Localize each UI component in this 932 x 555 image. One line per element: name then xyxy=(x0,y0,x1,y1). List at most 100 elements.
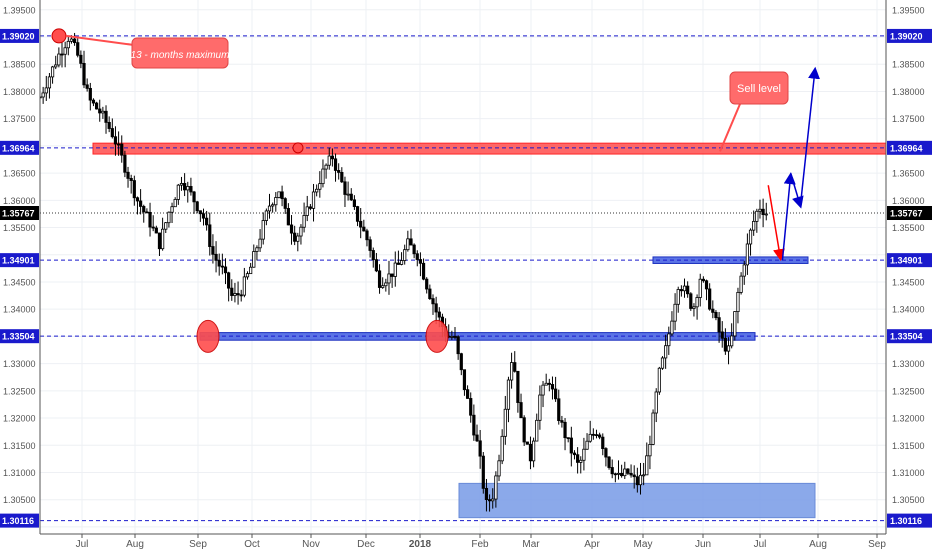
left-tick-label: 1.35500 xyxy=(3,223,36,233)
right-tick-label: 1.34500 xyxy=(892,277,925,287)
candle-body xyxy=(664,345,668,359)
candle-body xyxy=(214,253,218,261)
candle-body xyxy=(566,437,570,440)
candle-body xyxy=(236,293,240,296)
candle-body xyxy=(629,472,633,476)
x-tick-label: Feb xyxy=(471,539,489,550)
candle-body xyxy=(308,206,312,209)
candle-body xyxy=(623,468,627,477)
candle-body xyxy=(362,226,366,232)
candle-body xyxy=(616,472,621,475)
right-level-label: 1.33504 xyxy=(890,332,923,342)
x-tick-label: Oct xyxy=(244,539,260,550)
left-tick-label: 1.36500 xyxy=(3,169,36,179)
candle-body xyxy=(519,402,523,419)
left-level-tag xyxy=(0,206,39,221)
sell-callout: Sell level xyxy=(729,71,789,105)
left-level-label: 1.35767 xyxy=(2,209,35,219)
candle-body xyxy=(717,317,721,333)
candle-body xyxy=(333,158,338,171)
left-level-tag xyxy=(0,253,39,268)
candle-body xyxy=(151,226,155,229)
forecast-arrow-up-2 xyxy=(799,66,821,206)
candle-body xyxy=(500,435,504,462)
candle-body xyxy=(478,440,482,457)
max-circle xyxy=(51,28,67,44)
candle-body xyxy=(374,259,379,272)
candle-body xyxy=(104,110,108,123)
x-tick-label: Aug xyxy=(809,539,827,550)
candle-body xyxy=(283,198,287,209)
left-tick-label: 1.37500 xyxy=(3,114,36,124)
candle-body xyxy=(98,108,102,114)
annotation-shapes xyxy=(51,28,821,353)
candle-body xyxy=(745,243,749,266)
right-level-label: 1.36964 xyxy=(890,143,923,153)
right-tick-label: 1.38000 xyxy=(892,87,925,97)
candle-body xyxy=(258,238,262,249)
candle-body xyxy=(733,311,737,337)
candle-body xyxy=(752,220,756,231)
candle-body xyxy=(330,155,334,160)
candle-body xyxy=(135,197,140,202)
candle-body xyxy=(613,473,617,476)
candle-body xyxy=(522,417,526,443)
left-tick-label: 1.36000 xyxy=(3,196,36,206)
candle-body xyxy=(60,53,64,56)
candle-body xyxy=(648,444,652,457)
candle-body xyxy=(403,249,407,261)
candle-body xyxy=(205,217,209,226)
candle-body xyxy=(651,412,655,445)
right-level-tag xyxy=(887,140,932,155)
left-tick-label: 1.30500 xyxy=(3,495,36,505)
candle-body xyxy=(516,370,520,403)
right-tick-label: 1.32000 xyxy=(892,414,925,424)
candle-body xyxy=(167,211,171,224)
candle-body xyxy=(547,382,551,385)
candle-body xyxy=(327,155,331,166)
candle-body xyxy=(230,287,234,296)
candle-body xyxy=(261,220,265,240)
left-level-label: 1.30116 xyxy=(2,516,34,526)
forecast-arrow-pullback xyxy=(789,172,804,209)
x-tick-label: Jul xyxy=(754,539,767,550)
candle-body xyxy=(654,391,658,414)
candle-body xyxy=(72,38,77,44)
candle-body xyxy=(233,293,237,296)
candle-body xyxy=(528,443,533,462)
right-tick-label: 1.33000 xyxy=(892,359,925,369)
candle-body xyxy=(538,394,542,421)
candle-body xyxy=(355,206,360,222)
max-callout-pointer xyxy=(65,34,135,46)
candle-body xyxy=(739,275,743,293)
left-level-tag xyxy=(0,28,39,43)
right-tick-label: 1.36000 xyxy=(892,196,925,206)
candle-body xyxy=(412,244,416,255)
candle-body xyxy=(66,40,70,49)
candle-body xyxy=(271,204,275,207)
x-tick-label: Sep xyxy=(189,539,207,550)
candle-body xyxy=(462,369,467,391)
x-tick-label: Nov xyxy=(302,539,320,550)
candle-body xyxy=(57,53,61,66)
candle-body xyxy=(173,199,177,208)
candle-body xyxy=(456,336,460,355)
candle-body xyxy=(267,205,272,212)
candle-body xyxy=(679,289,683,292)
candle-body xyxy=(343,181,347,195)
left-level-label: 1.34901 xyxy=(2,256,35,266)
candle-body xyxy=(318,183,322,190)
candle-body xyxy=(635,476,639,486)
candle-body xyxy=(503,408,507,437)
candle-body xyxy=(183,183,187,191)
candle-body xyxy=(541,384,545,396)
candle-body xyxy=(340,171,344,183)
right-level-tag xyxy=(887,253,932,268)
candle-body xyxy=(708,288,712,310)
candle-body xyxy=(437,311,441,318)
candle-body xyxy=(607,456,611,468)
candle-body xyxy=(481,455,485,489)
right-tick-label: 1.36500 xyxy=(892,169,925,179)
